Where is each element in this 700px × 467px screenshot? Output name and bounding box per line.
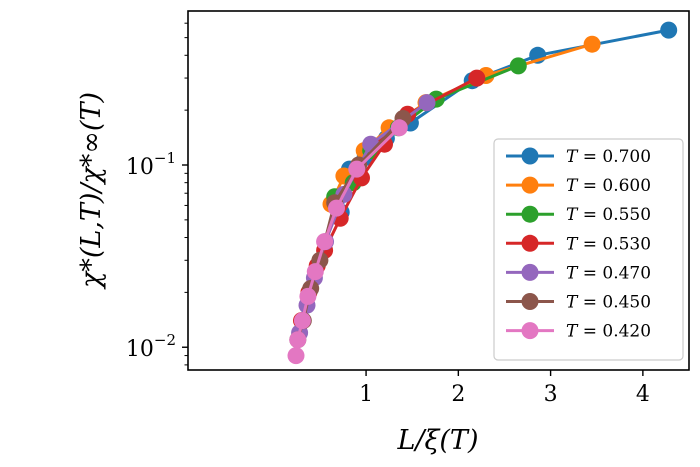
y-tick-label: 10−1 bbox=[126, 149, 176, 180]
y-tick-base: 10 bbox=[126, 337, 154, 362]
data-point bbox=[583, 35, 601, 53]
legend-label-var: T bbox=[566, 205, 579, 225]
legend-entry-6: T = 0.420 bbox=[506, 322, 651, 342]
series-4 bbox=[291, 94, 436, 342]
x-tick-label: 2 bbox=[451, 382, 465, 407]
legend-swatch-marker bbox=[521, 147, 539, 165]
legend-label: T = 0.530 bbox=[566, 234, 651, 254]
data-point bbox=[299, 287, 317, 305]
x-tick-label: 1 bbox=[359, 382, 373, 407]
data-point bbox=[348, 160, 366, 178]
legend-swatch-marker bbox=[521, 322, 539, 340]
x-axis-label: L/ξ(T) bbox=[397, 425, 479, 456]
y-tick-base: 10 bbox=[126, 155, 154, 180]
legend-entry-2: T = 0.550 bbox=[506, 205, 651, 225]
legend-label-value: = 0.450 bbox=[577, 293, 651, 313]
legend-label-value: = 0.550 bbox=[577, 205, 651, 225]
series-line bbox=[298, 101, 429, 335]
legend-label-var: T bbox=[566, 322, 579, 342]
axes-frame bbox=[187, 10, 690, 371]
legend-swatch-marker bbox=[521, 234, 539, 252]
legend-swatch-marker bbox=[521, 293, 539, 310]
y-tick-exponent: −1 bbox=[154, 149, 176, 167]
plot-area bbox=[287, 21, 678, 365]
legend-entry-5: T = 0.450 bbox=[506, 293, 651, 313]
legend-label-var: T bbox=[566, 293, 579, 313]
data-point bbox=[328, 199, 345, 217]
data-point bbox=[509, 57, 527, 75]
data-point bbox=[418, 94, 436, 112]
series-3 bbox=[293, 69, 486, 330]
y-axis-label: χ*(L,T)/χ*∞(T) bbox=[76, 92, 107, 290]
legend-swatch-marker bbox=[521, 263, 539, 281]
x-tick-label: 4 bbox=[636, 382, 650, 407]
legend-label: T = 0.450 bbox=[566, 293, 651, 313]
legend-label-value: = 0.420 bbox=[577, 322, 651, 342]
data-point bbox=[293, 312, 311, 330]
data-point bbox=[316, 233, 334, 251]
legend-label-var: T bbox=[566, 263, 579, 283]
data-point bbox=[289, 331, 307, 349]
legend-label: T = 0.550 bbox=[566, 205, 651, 225]
data-point bbox=[306, 263, 324, 281]
data-point bbox=[390, 119, 408, 137]
legend-swatch-marker bbox=[521, 205, 539, 223]
legend-label: T = 0.470 bbox=[566, 263, 651, 283]
legend-label: T = 0.700 bbox=[566, 147, 651, 167]
legend-label-value: = 0.530 bbox=[577, 234, 651, 254]
legend-label-value: = 0.700 bbox=[577, 147, 651, 167]
legend-box bbox=[493, 138, 684, 361]
legend-label: T = 0.600 bbox=[566, 176, 651, 196]
series-6 bbox=[287, 119, 408, 365]
data-point bbox=[287, 347, 305, 365]
legend-label-var: T bbox=[566, 234, 579, 254]
axis-ticks: 1 2 3 410−210−1 bbox=[126, 22, 650, 407]
y-tick-label: 10−2 bbox=[126, 331, 176, 362]
x-tick-label: 3 bbox=[544, 382, 558, 407]
legend-entry-0: T = 0.700 bbox=[506, 147, 651, 167]
data-point bbox=[468, 69, 486, 87]
legend-label-value: = 0.600 bbox=[577, 176, 651, 196]
y-tick-exponent: −2 bbox=[154, 331, 176, 349]
legend-label: T = 0.420 bbox=[566, 322, 651, 342]
legend-label-value: = 0.470 bbox=[577, 263, 651, 283]
legend-entry-1: T = 0.600 bbox=[506, 176, 651, 196]
legend-entry-3: T = 0.530 bbox=[506, 234, 651, 254]
legend-swatch-marker bbox=[521, 176, 539, 194]
data-point bbox=[660, 21, 678, 39]
legend-entry-4: T = 0.470 bbox=[506, 263, 651, 283]
legend-label-var: T bbox=[566, 176, 579, 196]
legend-label-var: T bbox=[566, 147, 579, 167]
